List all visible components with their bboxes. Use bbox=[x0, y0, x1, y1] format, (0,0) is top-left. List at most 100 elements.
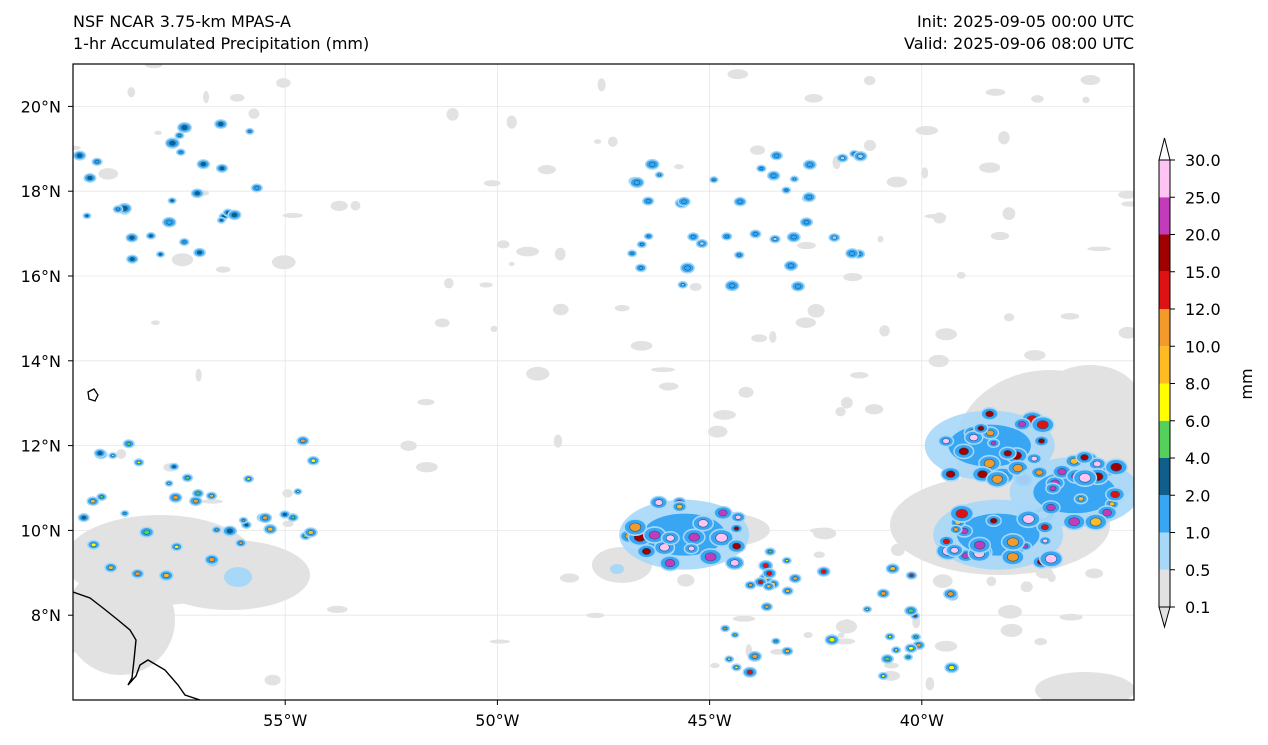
precip-cell-core bbox=[831, 235, 837, 240]
precip-cell-core bbox=[681, 199, 687, 204]
precip-cell-core bbox=[909, 573, 914, 578]
precip-cell-core bbox=[913, 614, 917, 618]
precip-cell-core bbox=[219, 219, 223, 222]
precip-cell-core bbox=[214, 528, 219, 532]
light-rain-speck bbox=[890, 543, 905, 557]
precip-cell-core bbox=[767, 549, 773, 554]
precip-cell-core bbox=[1093, 460, 1102, 468]
precip-cell-core bbox=[174, 544, 180, 549]
light-rain-speck bbox=[713, 410, 736, 420]
light-rain-speck bbox=[813, 551, 825, 559]
precip-cell-core bbox=[792, 576, 798, 581]
precip-cell-core bbox=[307, 530, 314, 535]
precip-cell-core bbox=[185, 476, 190, 480]
precip-cell-core bbox=[177, 134, 182, 137]
precip-cell-core bbox=[676, 504, 683, 510]
light-rain-speck bbox=[553, 434, 563, 448]
light-rain-speck bbox=[1082, 96, 1090, 104]
precip-cell-core bbox=[1003, 450, 1012, 457]
light-rain-speck bbox=[330, 200, 348, 212]
colorbar-tick-label: 0.1 bbox=[1185, 598, 1210, 617]
lon-tick-label: 45°W bbox=[688, 711, 732, 730]
light-rain-speck bbox=[835, 407, 846, 417]
precip-cell bbox=[37, 161, 46, 167]
light-rain-speck bbox=[1080, 75, 1101, 86]
colorbar-tick-label: 12.0 bbox=[1185, 300, 1221, 319]
precip-cell-core bbox=[47, 150, 52, 154]
light-rain-speck bbox=[434, 318, 450, 328]
precip-cell-core bbox=[645, 199, 651, 203]
precip-cell-core bbox=[231, 212, 238, 218]
light-rain-speck bbox=[1085, 568, 1104, 579]
precip-cell-core bbox=[1036, 420, 1049, 430]
colorbar-tick-label: 0.5 bbox=[1185, 561, 1210, 580]
storm-cores bbox=[32, 119, 1134, 680]
light-rain-speck bbox=[489, 639, 511, 644]
light-rain-speck bbox=[73, 145, 81, 150]
valid-time: Valid: 2025-09-06 08:00 UTC bbox=[903, 34, 1134, 53]
precip-cell-core bbox=[163, 572, 170, 578]
precip-cell-core bbox=[76, 153, 83, 158]
precip-cell-core bbox=[87, 175, 93, 181]
light-rain-speck bbox=[526, 366, 550, 381]
light-rain-speck bbox=[479, 282, 493, 288]
precip-cell-core bbox=[196, 250, 203, 255]
light-rain-speck bbox=[863, 75, 876, 86]
precip-cell-core bbox=[300, 438, 306, 443]
precip-cell-core bbox=[680, 283, 685, 287]
precip-cell-halo bbox=[43, 147, 56, 157]
light-rain-speck bbox=[837, 632, 845, 638]
light-rain-speck bbox=[607, 136, 618, 147]
precip-cell-core bbox=[697, 519, 709, 528]
precip-cell-core bbox=[1040, 524, 1049, 531]
precip-cell-core bbox=[986, 429, 995, 437]
light-rain-speck bbox=[956, 271, 966, 279]
precip-cell-halo bbox=[32, 206, 42, 213]
precip-cell-core bbox=[246, 477, 251, 481]
light-rain-speck bbox=[797, 241, 816, 250]
precip-cell-core bbox=[200, 161, 207, 167]
light-rain-speck bbox=[934, 640, 958, 652]
precip-cell-core bbox=[296, 490, 300, 493]
precip-cell-core bbox=[166, 219, 173, 225]
light-rain-speck bbox=[417, 398, 435, 406]
precip-cell-core bbox=[881, 674, 886, 678]
light-rain-speck bbox=[840, 397, 853, 409]
light-rain-speck bbox=[886, 176, 908, 188]
lon-tick-label: 50°W bbox=[475, 711, 519, 730]
light-rain-speck bbox=[173, 594, 185, 602]
precip-cell-core bbox=[172, 465, 176, 469]
precip-cell-core bbox=[649, 161, 656, 167]
colorbar: 0.1 0.5 1.0 2.0 4.0 6.0 8.0 10.0 12.0 15.0 20.0 25.… bbox=[1158, 137, 1256, 629]
precip-cell-halo bbox=[53, 165, 65, 174]
colorbar-segment bbox=[1159, 495, 1170, 533]
precip-cell-core bbox=[759, 166, 764, 171]
precip-cell-core bbox=[990, 441, 997, 446]
precip-cell bbox=[45, 205, 52, 210]
colorbar-tick-label: 6.0 bbox=[1185, 412, 1210, 431]
colorbar-tick-label: 8.0 bbox=[1185, 375, 1210, 394]
light-rain-speck bbox=[707, 425, 728, 438]
light-rain-speck bbox=[1024, 350, 1046, 361]
precip-cell-core bbox=[948, 665, 955, 671]
precip-cell-core bbox=[908, 608, 914, 613]
light-rain-speck bbox=[630, 340, 653, 351]
light-rain-speck bbox=[1031, 95, 1044, 103]
lat-tick-label: 14°N bbox=[21, 352, 61, 371]
light-rain-speck bbox=[154, 130, 162, 135]
precip-cell-core bbox=[282, 512, 287, 517]
precip-cell-core bbox=[136, 460, 141, 465]
colorbar-segment bbox=[1159, 420, 1170, 458]
light-rain-speck bbox=[1078, 406, 1095, 419]
precip-cell-core bbox=[1018, 421, 1027, 428]
precip-cell-core bbox=[648, 530, 661, 540]
light-rain-speck bbox=[769, 331, 777, 343]
precip-cell-core bbox=[803, 220, 810, 225]
light-rain-speck bbox=[850, 372, 869, 379]
precip-cell-core bbox=[916, 643, 922, 648]
precip-cell-core bbox=[889, 566, 896, 571]
precip-cell-core bbox=[730, 559, 740, 567]
lon-tick-label: 40°W bbox=[900, 711, 944, 730]
precip-cell-core bbox=[820, 569, 827, 574]
light-rain-speck bbox=[651, 367, 675, 373]
